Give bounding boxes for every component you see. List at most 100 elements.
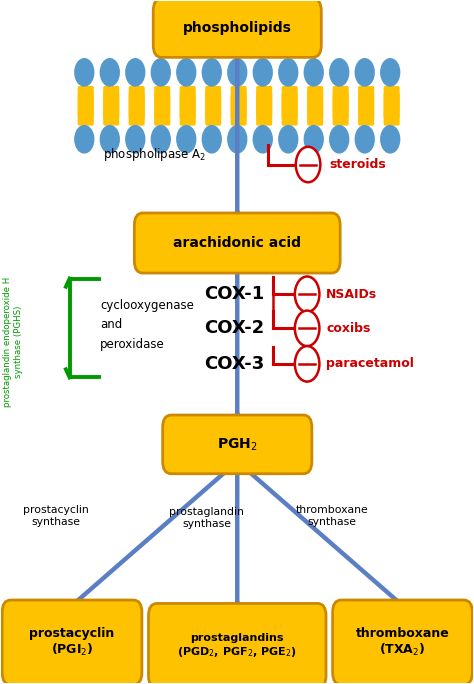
- FancyBboxPatch shape: [391, 86, 400, 119]
- FancyBboxPatch shape: [333, 600, 473, 684]
- Text: and: and: [100, 319, 123, 332]
- Circle shape: [381, 126, 400, 153]
- FancyBboxPatch shape: [383, 86, 392, 119]
- Circle shape: [75, 126, 94, 153]
- FancyBboxPatch shape: [333, 93, 341, 126]
- Text: prostaglandin endoperoxide H
synthase (PGHS): prostaglandin endoperoxide H synthase (P…: [3, 277, 23, 407]
- FancyBboxPatch shape: [111, 86, 119, 119]
- Circle shape: [75, 59, 94, 86]
- FancyBboxPatch shape: [333, 86, 341, 119]
- FancyBboxPatch shape: [78, 93, 86, 126]
- FancyBboxPatch shape: [154, 93, 163, 126]
- Text: phospholipids: phospholipids: [183, 21, 292, 35]
- FancyBboxPatch shape: [307, 93, 316, 126]
- Text: steroids: steroids: [330, 158, 386, 171]
- Text: prostaglandin
synthase: prostaglandin synthase: [169, 508, 244, 529]
- Text: phospholipase A$_2$: phospholipase A$_2$: [103, 146, 206, 163]
- FancyBboxPatch shape: [163, 415, 312, 474]
- FancyBboxPatch shape: [128, 86, 137, 119]
- FancyBboxPatch shape: [85, 93, 94, 126]
- Circle shape: [295, 311, 319, 346]
- FancyBboxPatch shape: [134, 213, 340, 273]
- FancyBboxPatch shape: [103, 86, 112, 119]
- Text: peroxidase: peroxidase: [100, 337, 165, 350]
- FancyBboxPatch shape: [264, 93, 272, 126]
- FancyBboxPatch shape: [128, 93, 137, 126]
- Circle shape: [295, 346, 319, 382]
- FancyBboxPatch shape: [358, 93, 366, 126]
- Circle shape: [126, 126, 145, 153]
- Circle shape: [228, 126, 246, 153]
- Text: COX-1: COX-1: [204, 285, 264, 303]
- FancyBboxPatch shape: [187, 86, 196, 119]
- FancyBboxPatch shape: [205, 86, 214, 119]
- FancyBboxPatch shape: [180, 93, 188, 126]
- FancyBboxPatch shape: [136, 93, 145, 126]
- FancyBboxPatch shape: [289, 86, 298, 119]
- FancyBboxPatch shape: [205, 93, 214, 126]
- Text: paracetamol: paracetamol: [326, 357, 414, 370]
- Circle shape: [126, 59, 145, 86]
- FancyBboxPatch shape: [340, 86, 349, 119]
- Circle shape: [100, 59, 119, 86]
- FancyBboxPatch shape: [238, 93, 246, 126]
- Circle shape: [177, 59, 196, 86]
- Text: thromboxane
synthase: thromboxane synthase: [295, 505, 368, 527]
- Circle shape: [279, 126, 298, 153]
- Circle shape: [228, 59, 246, 86]
- FancyBboxPatch shape: [213, 86, 221, 119]
- Circle shape: [253, 126, 272, 153]
- FancyBboxPatch shape: [365, 93, 374, 126]
- FancyBboxPatch shape: [307, 86, 316, 119]
- Text: NSAIDs: NSAIDs: [326, 288, 377, 301]
- FancyBboxPatch shape: [103, 93, 112, 126]
- FancyBboxPatch shape: [315, 93, 323, 126]
- FancyBboxPatch shape: [148, 603, 326, 684]
- Circle shape: [356, 126, 374, 153]
- FancyBboxPatch shape: [162, 93, 170, 126]
- FancyBboxPatch shape: [315, 86, 323, 119]
- Circle shape: [330, 126, 349, 153]
- FancyBboxPatch shape: [154, 86, 163, 119]
- FancyBboxPatch shape: [180, 86, 188, 119]
- Text: prostacyclin
synthase: prostacyclin synthase: [23, 505, 88, 527]
- FancyBboxPatch shape: [231, 93, 239, 126]
- FancyBboxPatch shape: [383, 93, 392, 126]
- Text: arachidonic acid: arachidonic acid: [173, 236, 301, 250]
- FancyBboxPatch shape: [85, 86, 94, 119]
- FancyBboxPatch shape: [289, 93, 298, 126]
- Circle shape: [296, 147, 320, 182]
- Text: prostaglandins
(PGD$_2$, PGF$_2$, PGE$_2$): prostaglandins (PGD$_2$, PGF$_2$, PGE$_2…: [177, 633, 297, 659]
- FancyBboxPatch shape: [2, 600, 142, 684]
- FancyBboxPatch shape: [282, 93, 290, 126]
- Circle shape: [279, 59, 298, 86]
- FancyBboxPatch shape: [78, 86, 86, 119]
- FancyBboxPatch shape: [264, 86, 272, 119]
- FancyBboxPatch shape: [231, 86, 239, 119]
- Circle shape: [151, 59, 170, 86]
- FancyBboxPatch shape: [358, 86, 366, 119]
- Circle shape: [253, 59, 272, 86]
- FancyBboxPatch shape: [256, 93, 264, 126]
- FancyBboxPatch shape: [111, 93, 119, 126]
- Text: COX-2: COX-2: [204, 319, 264, 337]
- Text: coxibs: coxibs: [326, 322, 370, 335]
- FancyBboxPatch shape: [213, 93, 221, 126]
- FancyBboxPatch shape: [136, 86, 145, 119]
- FancyBboxPatch shape: [340, 93, 349, 126]
- Circle shape: [202, 126, 221, 153]
- FancyBboxPatch shape: [391, 93, 400, 126]
- Circle shape: [381, 59, 400, 86]
- Circle shape: [304, 59, 323, 86]
- Text: prostacyclin
(PGI$_2$): prostacyclin (PGI$_2$): [29, 627, 115, 658]
- FancyBboxPatch shape: [282, 86, 290, 119]
- Circle shape: [202, 59, 221, 86]
- Text: thromboxane
(TXA$_2$): thromboxane (TXA$_2$): [356, 627, 449, 658]
- FancyBboxPatch shape: [256, 86, 264, 119]
- Circle shape: [330, 59, 349, 86]
- Text: COX-3: COX-3: [204, 355, 264, 373]
- Text: PGH$_2$: PGH$_2$: [217, 436, 257, 453]
- Circle shape: [100, 126, 119, 153]
- Circle shape: [304, 126, 323, 153]
- Circle shape: [356, 59, 374, 86]
